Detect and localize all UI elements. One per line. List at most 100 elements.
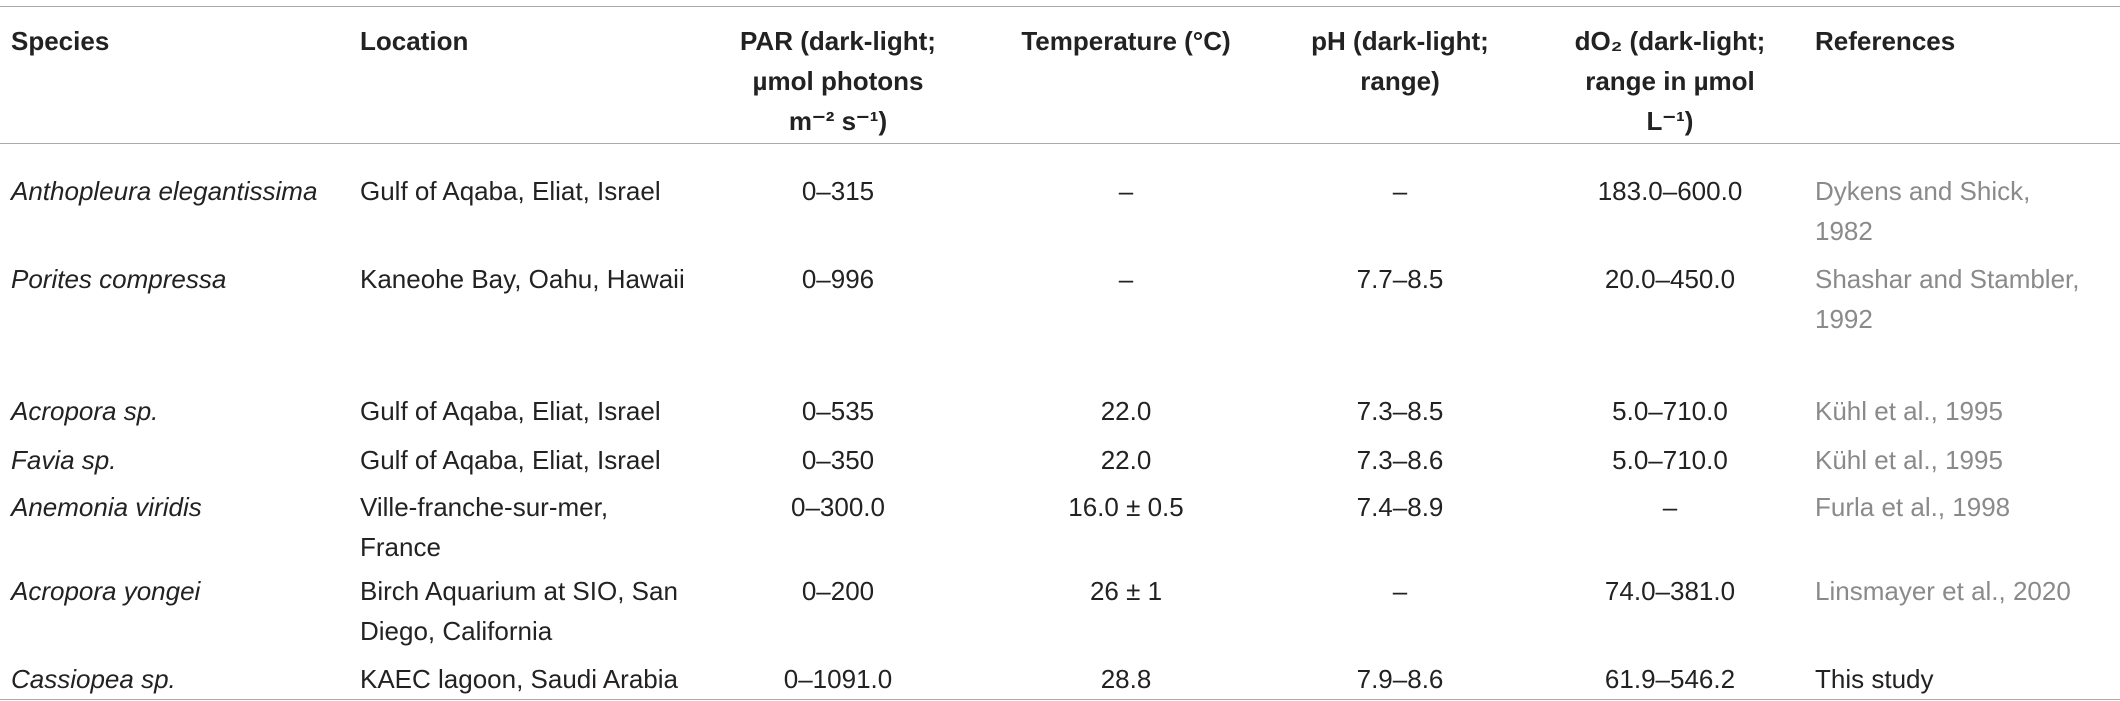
cell-line: Ville-franche-sur-mer, (360, 492, 609, 522)
cell-line: France (360, 532, 441, 562)
ph-cell: 7.3–8.6 (1290, 440, 1510, 480)
cell-line: Favia sp. (11, 445, 117, 475)
cell-line: 22.0 (1100, 445, 1152, 475)
species-cell: Cassiopea sp. (11, 659, 176, 699)
ref-cell: Shashar and Stambler, 1992 (1815, 259, 2080, 339)
temperature-cell: 22.0 (1000, 391, 1252, 431)
species-cell: Porites compressa (11, 259, 226, 299)
cell-line: 16.0 ± 0.5 (1068, 492, 1184, 522)
location-cell: KAEC lagoon, Saudi Arabia (360, 659, 678, 699)
do2-cell: 61.9–546.2 (1540, 659, 1800, 699)
species-cell: Anemonia viridis (11, 487, 202, 527)
cell-line: 5.0–710.0 (1612, 445, 1728, 475)
cell-line: 20.0–450.0 (1604, 264, 1736, 294)
cell-line: 1992 (1815, 304, 1873, 334)
cell-line: PAR (dark-light; (740, 26, 936, 56)
par-cell: 0–315 (720, 171, 956, 211)
ref-cell: Linsmayer et al., 2020 (1815, 571, 2071, 611)
cell-line: Birch Aquarium at SIO, San (360, 576, 678, 606)
par-cell: 0–200 (720, 571, 956, 611)
cell-line: 0–350 (801, 445, 875, 475)
do2-cell: dO₂ (dark-light; range in µmol L⁻¹) (1540, 21, 1800, 141)
header-rule (0, 143, 2120, 144)
par-cell: 0–350 (720, 440, 956, 480)
cell-line: 0–535 (801, 396, 875, 426)
ph-cell: 7.3–8.5 (1290, 391, 1510, 431)
location-cell: Gulf of Aqaba, Eliat, Israel (360, 391, 661, 431)
cell-line: dO₂ (dark-light; (1574, 26, 1766, 56)
cell-line: 22.0 (1100, 396, 1152, 426)
cell-line: This study (1815, 664, 1934, 694)
ref-cell: Kühl et al., 1995 (1815, 391, 2003, 431)
cell-line: 183.0–600.0 (1597, 176, 1743, 206)
ref-cell: Kühl et al., 1995 (1815, 440, 2003, 480)
cell-line: µmol photons (752, 66, 924, 96)
ph-cell: 7.9–8.6 (1290, 659, 1510, 699)
ref-cell: This study (1815, 659, 1934, 699)
do2-cell: 20.0–450.0 (1540, 259, 1800, 299)
cell-line: 74.0–381.0 (1604, 576, 1736, 606)
cell-line: Kühl et al., 1995 (1815, 396, 2003, 426)
cell-line: L⁻¹) (1646, 106, 1694, 136)
cell-line: – (1118, 264, 1134, 294)
cell-line: 7.3–8.5 (1356, 396, 1444, 426)
do2-cell: 74.0–381.0 (1540, 571, 1800, 611)
cell-line: 0–996 (801, 264, 875, 294)
cell-line: KAEC lagoon, Saudi Arabia (360, 664, 678, 694)
top-rule (0, 6, 2120, 7)
ref-cell: Dykens and Shick, 1982 (1815, 171, 2030, 251)
par-cell: 0–1091.0 (720, 659, 956, 699)
cell-line: – (1392, 576, 1408, 606)
species-cell: Acropora sp. (11, 391, 158, 431)
do2-cell: 183.0–600.0 (1540, 171, 1800, 211)
cell-line: Kaneohe Bay, Oahu, Hawaii (360, 264, 685, 294)
cell-line: 7.4–8.9 (1356, 492, 1444, 522)
temperature-cell: 28.8 (1000, 659, 1252, 699)
cell-line: m⁻² s⁻¹) (788, 106, 888, 136)
cell-line: 0–200 (801, 576, 875, 606)
ph-cell: 7.4–8.9 (1290, 487, 1510, 527)
cell-line: 0–315 (801, 176, 875, 206)
cell-line: Diego, California (360, 616, 553, 646)
par-cell: 0–996 (720, 259, 956, 299)
ph-cell: – (1290, 571, 1510, 611)
cell-line: pH (dark-light; (1311, 26, 1489, 56)
ref-cell: Furla et al., 1998 (1815, 487, 2010, 527)
cell-line: – (1662, 492, 1678, 522)
bottom-rule (0, 699, 2120, 700)
cell-line: 7.7–8.5 (1356, 264, 1444, 294)
cell-line: Kühl et al., 1995 (1815, 445, 2003, 475)
cell-line: Anemonia viridis (11, 492, 202, 522)
location-cell: Location (360, 21, 468, 61)
ph-cell: – (1290, 171, 1510, 211)
cell-line: – (1392, 176, 1408, 206)
cell-line: Gulf of Aqaba, Eliat, Israel (360, 445, 661, 475)
ph-cell: pH (dark-light; range) (1290, 21, 1510, 101)
cell-line: range) (1360, 66, 1440, 96)
cell-line: 0–300.0 (791, 492, 885, 522)
do2-cell: 5.0–710.0 (1540, 440, 1800, 480)
cell-line: – (1118, 176, 1134, 206)
cell-line: Temperature (°C) (1021, 26, 1231, 56)
location-cell: Kaneohe Bay, Oahu, Hawaii (360, 259, 685, 299)
cell-line: 61.9–546.2 (1604, 664, 1736, 694)
par-cell: 0–535 (720, 391, 956, 431)
location-cell: Birch Aquarium at SIO, San Diego, Califor… (360, 571, 678, 651)
cell-line: Shashar and Stambler, (1815, 264, 2080, 294)
cell-line: Dykens and Shick, (1815, 176, 2031, 206)
cell-line: Porites compressa (11, 264, 227, 294)
cell-line: Furla et al., 1998 (1815, 492, 2011, 522)
cell-line: 0–1091.0 (783, 664, 893, 694)
species-cell: Species (11, 21, 109, 61)
cell-line: Linsmayer et al., 2020 (1815, 576, 2071, 606)
temperature-cell: Temperature (°C) (1000, 21, 1252, 61)
species-cell: Acropora yongei (11, 571, 200, 611)
par-cell: 0–300.0 (720, 487, 956, 527)
cell-line: 5.0–710.0 (1612, 396, 1728, 426)
cell-line: Location (360, 26, 469, 56)
species-cell: Anthopleura elegantissima (11, 171, 317, 211)
cell-line: Species (11, 26, 110, 56)
cell-line: Acropora sp. (11, 396, 159, 426)
par-cell: PAR (dark-light; µmol photons m⁻² s⁻¹) (720, 21, 956, 141)
